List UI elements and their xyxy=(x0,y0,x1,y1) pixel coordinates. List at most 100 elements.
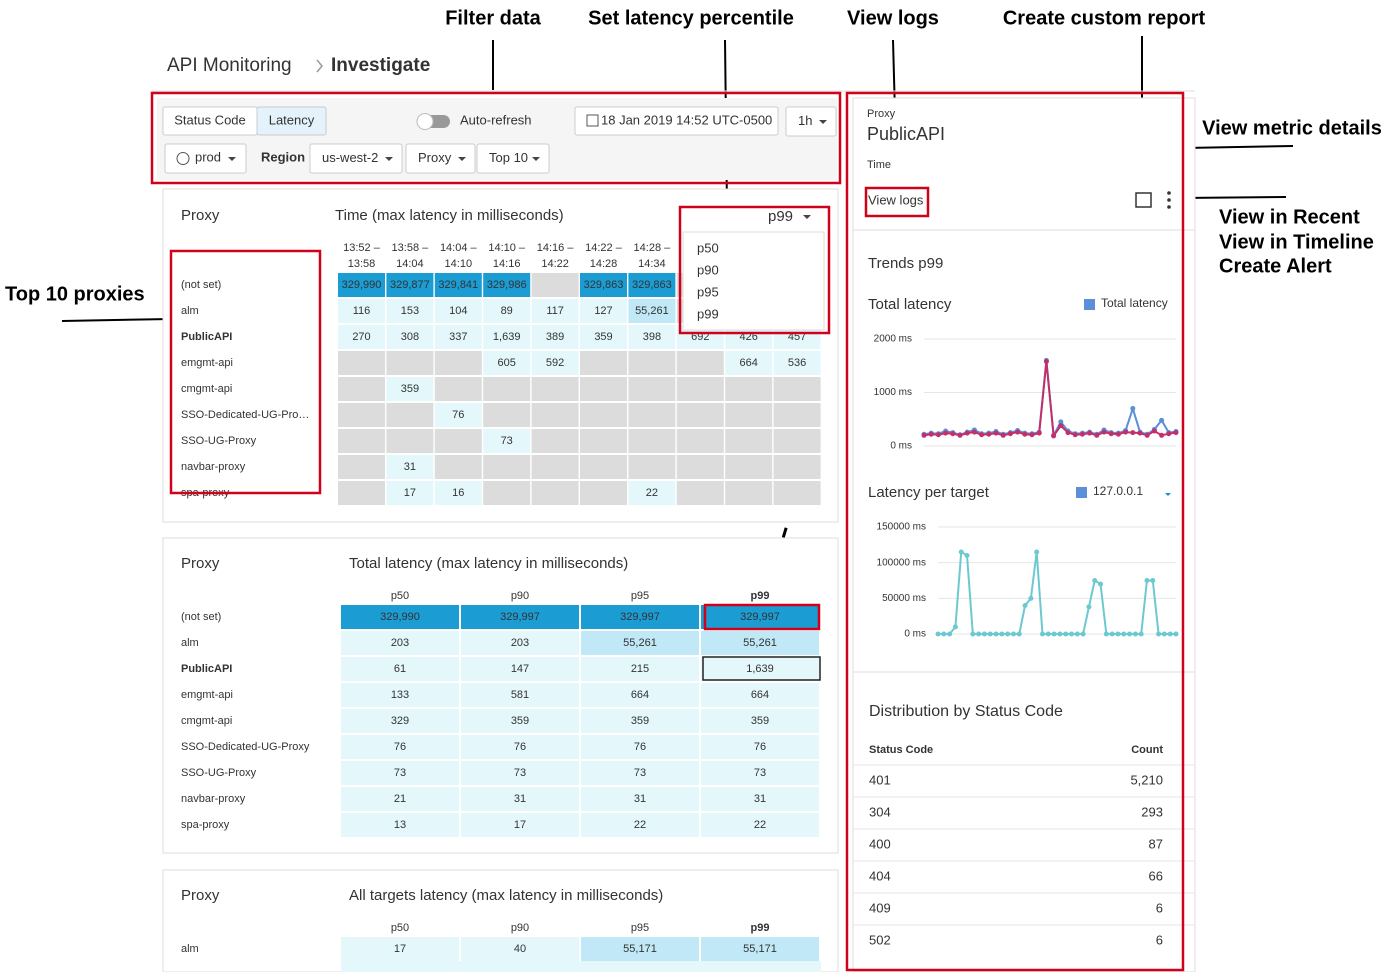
heatmap-cell[interactable] xyxy=(725,403,773,427)
heatmap-cell[interactable] xyxy=(386,325,434,349)
heatmap-cell[interactable] xyxy=(676,455,724,479)
heatmap-cell[interactable] xyxy=(434,481,482,505)
heatmap-cell[interactable] xyxy=(773,351,821,375)
table-cell[interactable] xyxy=(701,657,819,681)
percentile-option[interactable]: p50 xyxy=(697,240,719,255)
table-cell[interactable] xyxy=(701,631,819,655)
table-cell[interactable] xyxy=(461,813,579,837)
count-link[interactable]: 5,210 xyxy=(1130,772,1163,787)
heatmap-cell[interactable] xyxy=(580,481,627,505)
table-cell[interactable] xyxy=(461,631,579,655)
count-link[interactable]: 6 xyxy=(1156,900,1163,915)
heatmap-cell[interactable] xyxy=(725,429,773,453)
count-link[interactable]: 6 xyxy=(1156,932,1163,947)
heatmap-cell[interactable] xyxy=(628,429,676,453)
heatmap-cell[interactable] xyxy=(386,481,434,505)
heatmap-cell[interactable] xyxy=(434,455,482,479)
table-cell[interactable] xyxy=(461,787,579,811)
heatmap-cell[interactable] xyxy=(580,455,627,479)
heatmap-cell[interactable] xyxy=(483,429,531,453)
percentile-dropdown[interactable]: p99 xyxy=(768,208,793,225)
table-cell[interactable] xyxy=(461,709,579,733)
report-icon[interactable] xyxy=(1135,192,1152,208)
heatmap-cell[interactable] xyxy=(628,351,676,375)
heatmap-cell[interactable] xyxy=(580,273,627,297)
table-cell[interactable] xyxy=(461,761,579,785)
table-cell[interactable] xyxy=(341,605,459,629)
heatmap-cell[interactable] xyxy=(531,273,579,297)
heatmap-cell[interactable] xyxy=(338,273,385,297)
heatmap-cell[interactable] xyxy=(580,429,627,453)
heatmap-cell[interactable] xyxy=(531,377,579,401)
heatmap-cell[interactable] xyxy=(386,377,434,401)
table-cell[interactable] xyxy=(581,937,699,961)
heatmap-cell[interactable] xyxy=(483,403,531,427)
table-cell[interactable] xyxy=(701,937,819,961)
more-icon[interactable] xyxy=(1167,191,1171,195)
heatmap-cell[interactable] xyxy=(676,403,724,427)
table-cell[interactable] xyxy=(461,735,579,759)
heatmap-cell[interactable] xyxy=(531,403,579,427)
heatmap-cell[interactable] xyxy=(338,429,385,453)
table-cell[interactable] xyxy=(701,735,819,759)
heatmap-cell[interactable] xyxy=(434,351,482,375)
heatmap-cell[interactable] xyxy=(483,455,531,479)
table-cell[interactable] xyxy=(341,631,459,655)
heatmap-cell[interactable] xyxy=(628,299,676,323)
percentile-option[interactable]: p99 xyxy=(697,306,719,321)
heatmap-cell[interactable] xyxy=(725,351,773,375)
table-cell[interactable] xyxy=(341,937,459,961)
heatmap-cell[interactable] xyxy=(580,403,627,427)
heatmap-cell[interactable] xyxy=(725,481,773,505)
table-cell[interactable] xyxy=(461,937,579,961)
heatmap-cell[interactable] xyxy=(386,273,434,297)
count-link[interactable]: 293 xyxy=(1141,804,1163,819)
table-cell[interactable] xyxy=(581,761,699,785)
heatmap-cell[interactable] xyxy=(338,351,385,375)
heatmap-cell[interactable] xyxy=(531,455,579,479)
table-cell[interactable] xyxy=(341,761,459,785)
heatmap-cell[interactable] xyxy=(531,351,579,375)
table-cell[interactable] xyxy=(581,735,699,759)
heatmap-cell[interactable] xyxy=(580,325,627,349)
table-cell[interactable] xyxy=(341,787,459,811)
heatmap-cell[interactable] xyxy=(483,325,531,349)
table-cell[interactable] xyxy=(341,735,459,759)
heatmap-cell[interactable] xyxy=(434,377,482,401)
count-link[interactable]: 66 xyxy=(1149,868,1163,883)
heatmap-cell[interactable] xyxy=(676,351,724,375)
heatmap-cell[interactable] xyxy=(483,273,531,297)
heatmap-cell[interactable] xyxy=(531,299,579,323)
heatmap-cell[interactable] xyxy=(434,429,482,453)
heatmap-cell[interactable] xyxy=(434,299,482,323)
heatmap-cell[interactable] xyxy=(483,299,531,323)
heatmap-cell[interactable] xyxy=(338,299,385,323)
percentile-option[interactable]: p90 xyxy=(697,262,719,277)
more-icon[interactable] xyxy=(1167,198,1171,202)
heatmap-cell[interactable] xyxy=(338,403,385,427)
heatmap-cell[interactable] xyxy=(483,377,531,401)
heatmap-cell[interactable] xyxy=(386,455,434,479)
count-link[interactable]: 87 xyxy=(1149,836,1163,851)
region-dropdown[interactable] xyxy=(309,143,403,174)
heatmap-cell[interactable] xyxy=(434,273,482,297)
heatmap-cell[interactable] xyxy=(628,481,676,505)
dimension-dropdown[interactable] xyxy=(405,143,476,174)
heatmap-cell[interactable] xyxy=(338,455,385,479)
table-cell[interactable] xyxy=(581,813,699,837)
table-cell[interactable] xyxy=(341,709,459,733)
heatmap-cell[interactable] xyxy=(531,325,579,349)
heatmap-cell[interactable] xyxy=(628,325,676,349)
top-dropdown[interactable] xyxy=(476,143,550,174)
table-cell[interactable] xyxy=(701,683,819,707)
env-dropdown[interactable] xyxy=(164,143,247,174)
table-cell[interactable] xyxy=(341,683,459,707)
heatmap-cell[interactable] xyxy=(773,429,821,453)
heatmap-cell[interactable] xyxy=(580,377,627,401)
heatmap-cell[interactable] xyxy=(725,455,773,479)
heatmap-cell[interactable] xyxy=(386,403,434,427)
heatmap-cell[interactable] xyxy=(676,481,724,505)
heatmap-cell[interactable] xyxy=(338,325,385,349)
table-cell[interactable] xyxy=(341,813,459,837)
table-cell[interactable] xyxy=(461,605,579,629)
